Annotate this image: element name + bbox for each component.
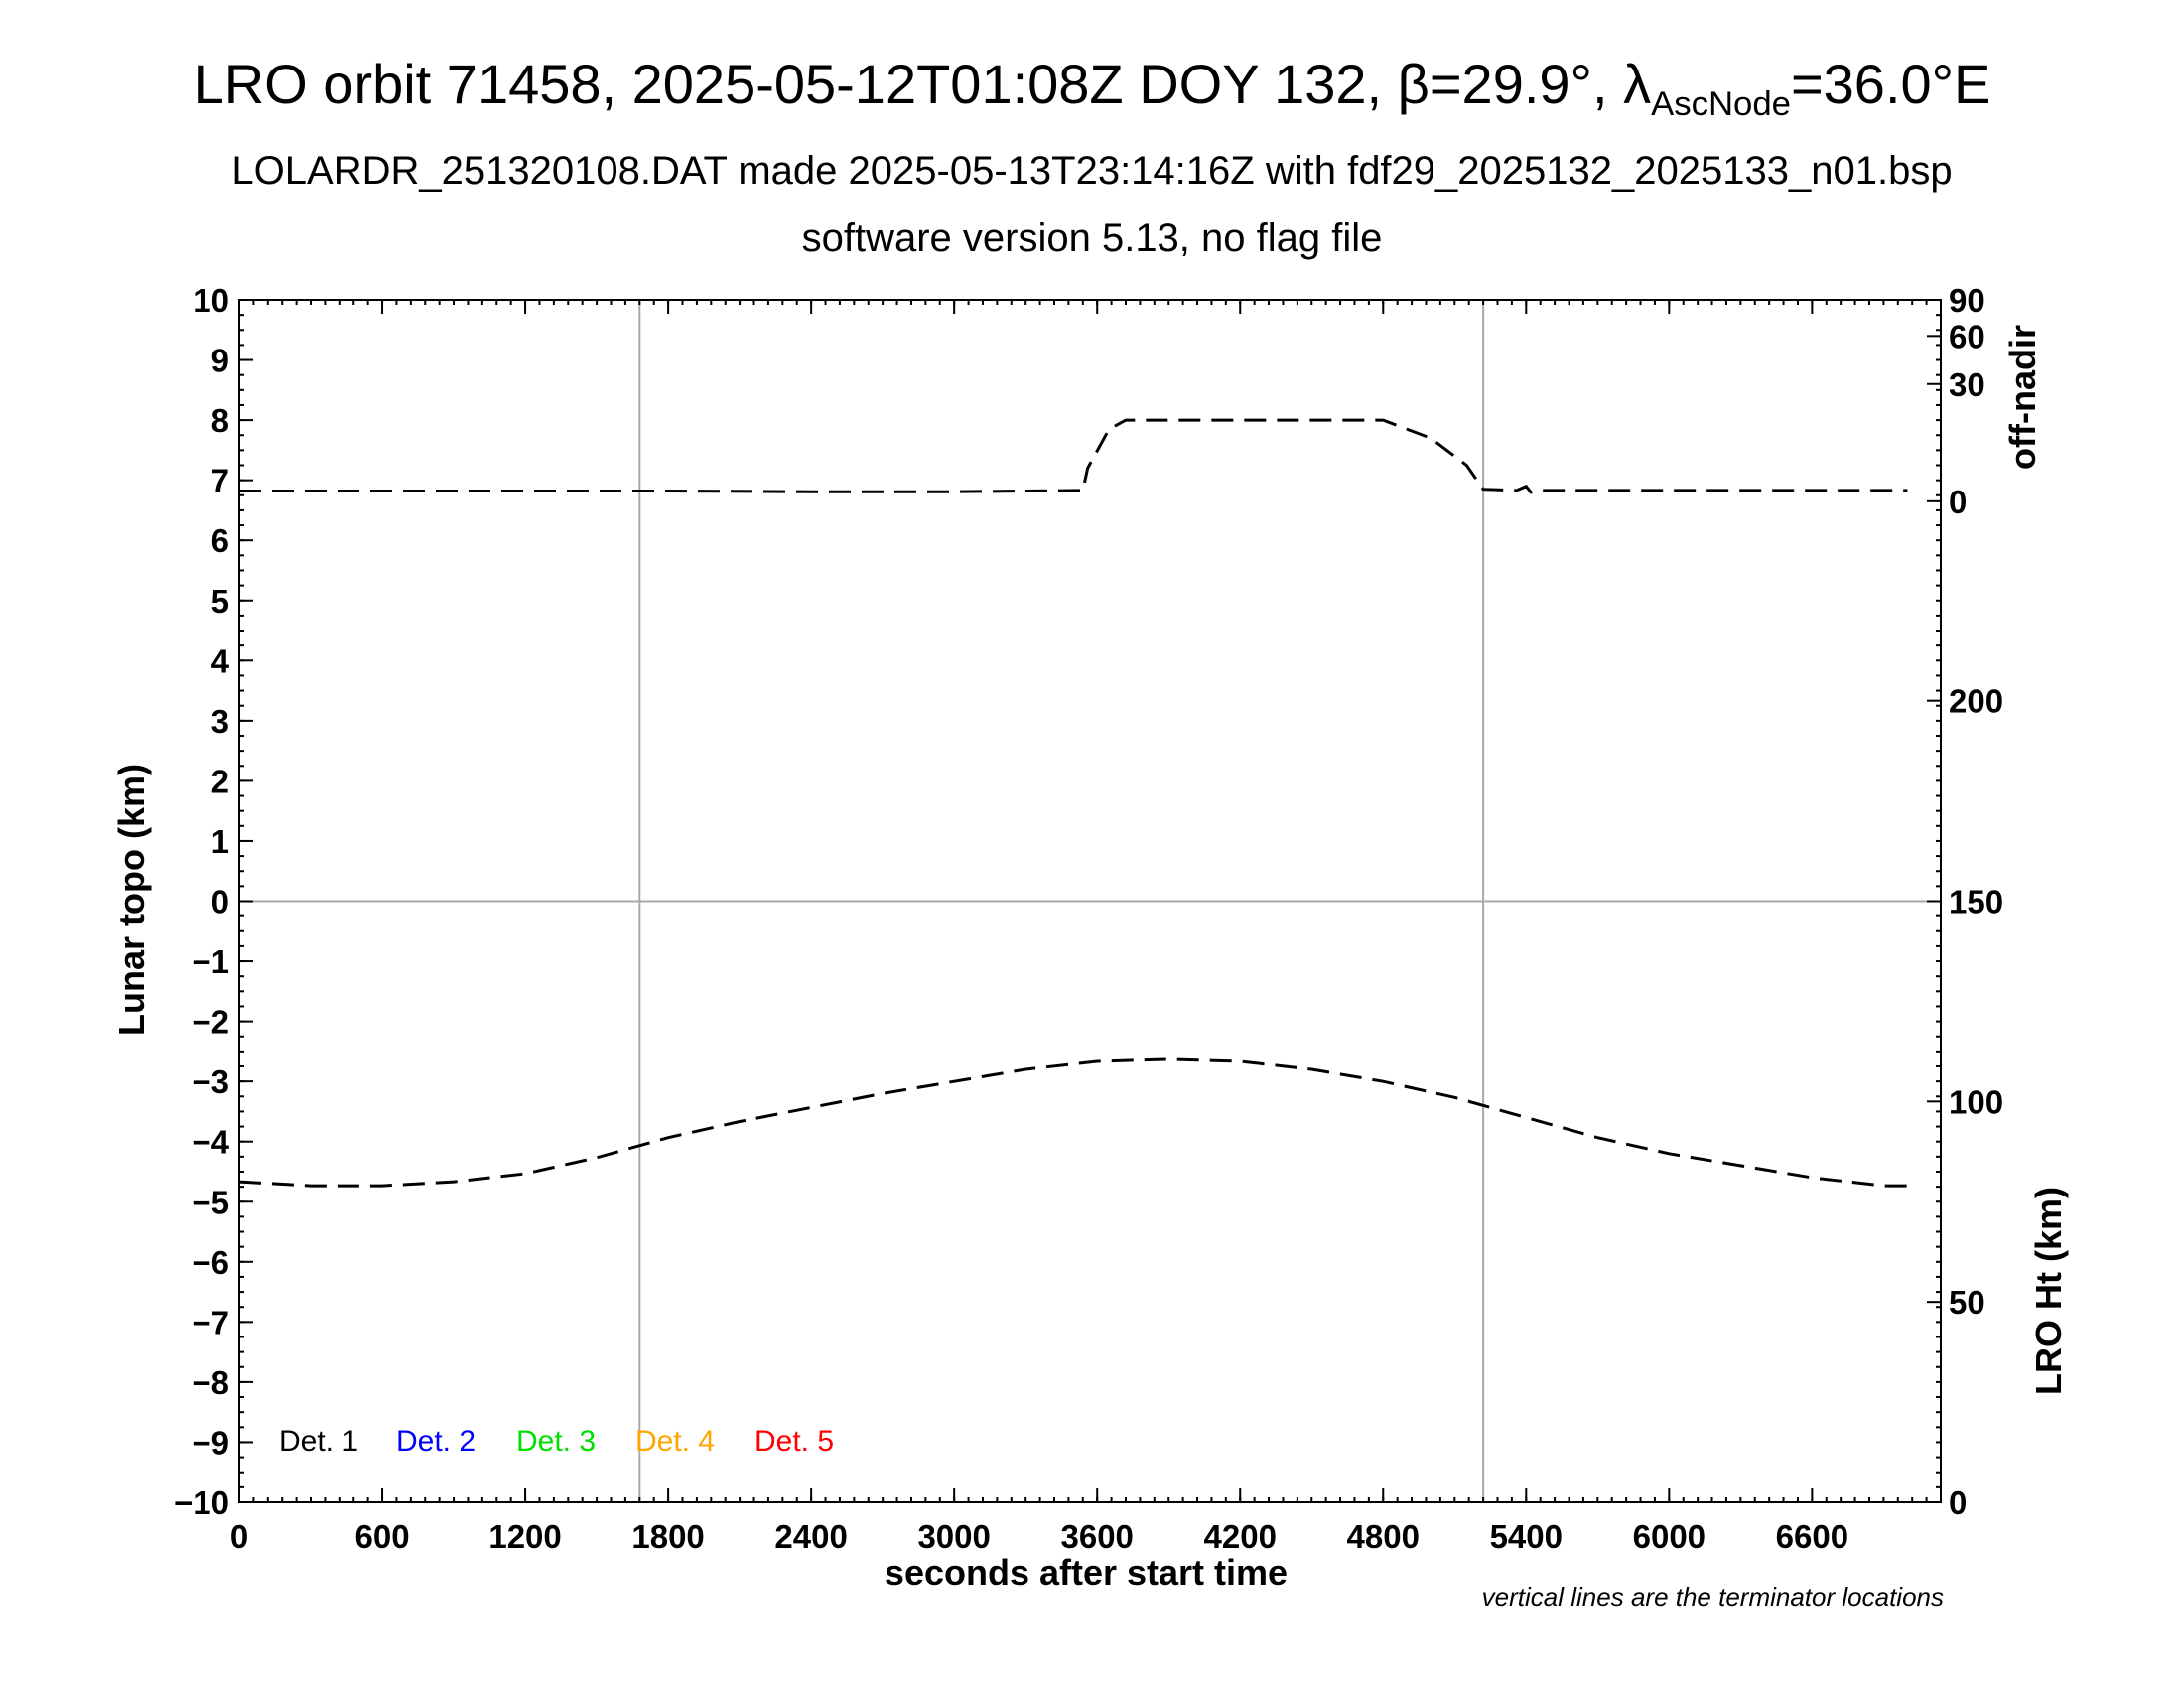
x-tick-label: 3600 xyxy=(1060,1518,1133,1555)
y-tick-label-left: −3 xyxy=(192,1063,229,1100)
chart-title: LRO orbit 71458, 2025-05-12T01:08Z DOY 1… xyxy=(193,53,1991,124)
chart-subtitle-software: software version 5.13, no flag file xyxy=(801,216,1383,260)
y-tick-label-left: 4 xyxy=(211,642,230,679)
y-tick-label-left: −10 xyxy=(174,1484,229,1521)
x-tick-label: 5400 xyxy=(1490,1518,1563,1555)
legend-item: Det. 3 xyxy=(516,1425,596,1458)
x-axis-title: seconds after start time xyxy=(885,1552,1288,1593)
y-tick-label-left: −6 xyxy=(192,1244,229,1281)
chart-subtitle: LOLARDR_251320108.DAT made 2025-05-13T23… xyxy=(231,149,1953,193)
y-tick-label-left: 6 xyxy=(211,522,229,559)
x-tick-label: 4800 xyxy=(1347,1518,1420,1555)
y-tick-label-left: −1 xyxy=(192,943,229,980)
x-tick-label: 6000 xyxy=(1633,1518,1706,1555)
y-tick-label-left: −4 xyxy=(192,1124,229,1161)
legend-item: Det. 5 xyxy=(754,1425,834,1458)
grid-layer xyxy=(239,300,1941,1502)
y-tick-label-left: −8 xyxy=(192,1364,229,1401)
lro-ht-tick-label: 50 xyxy=(1949,1284,1985,1321)
labels-layer: 0 600 1200 1800 2400 3000 3600 4200 4800 5400 6000… xyxy=(174,282,2003,1555)
y-tick-label-left: 10 xyxy=(193,282,229,319)
off-nadir-tick-label: 30 xyxy=(1949,366,1985,403)
x-tick-label: 2400 xyxy=(774,1518,847,1555)
y-tick-label-left: −7 xyxy=(192,1304,229,1340)
legend-item: Det. 2 xyxy=(396,1425,476,1458)
y-tick-label-left: 8 xyxy=(211,402,229,439)
legend-item: Det. 4 xyxy=(635,1425,715,1458)
series-lro-height xyxy=(238,1057,1908,1188)
y-axis-title-lro-ht: LRO Ht (km) xyxy=(2028,1187,2069,1395)
x-tick-label: 1200 xyxy=(488,1518,561,1555)
y-tick-label-left: 2 xyxy=(211,763,229,799)
legend-item: Det. 1 xyxy=(279,1425,358,1458)
y-tick-label-left: 0 xyxy=(211,884,229,920)
lro-ht-tick-label: 200 xyxy=(1949,683,2003,720)
y-tick-label-left: −2 xyxy=(192,1004,229,1041)
x-tick-label: 4200 xyxy=(1204,1518,1277,1555)
off-nadir-tick-label: 90 xyxy=(1949,282,1985,319)
x-tick-label: 1800 xyxy=(631,1518,704,1555)
x-tick-label: 0 xyxy=(230,1518,248,1555)
y-axis-title-off-nadir: off-nadir xyxy=(2002,325,2043,470)
y-axis-title-left: Lunar topo (km) xyxy=(111,764,152,1036)
x-tick-label: 3000 xyxy=(917,1518,990,1555)
plot-frame xyxy=(238,299,1942,1503)
y-tick-label-left: 7 xyxy=(211,463,229,499)
x-tick-label: 6600 xyxy=(1776,1518,1848,1555)
off-nadir-tick-label: 0 xyxy=(1949,484,1967,520)
x-tick-label: 600 xyxy=(355,1518,410,1555)
off-nadir-tick-label: 60 xyxy=(1949,318,1985,354)
lro-ht-tick-label: 100 xyxy=(1949,1083,2003,1120)
series-layer xyxy=(238,418,1908,1188)
lro-ht-tick-label: 0 xyxy=(1949,1484,1967,1521)
lro-ht-tick-label: 150 xyxy=(1949,884,2003,920)
y-tick-label-left: 3 xyxy=(211,703,229,740)
y-tick-label-left: −5 xyxy=(192,1184,229,1220)
legend: Det. 1 Det. 2 Det. 3 Det. 4 Det. 5 xyxy=(279,1425,834,1458)
series-off-nadir xyxy=(239,418,1908,494)
y-tick-label-left: −9 xyxy=(192,1424,229,1461)
y-tick-label-left: 5 xyxy=(211,583,229,620)
y-tick-label-left: 9 xyxy=(211,343,229,379)
terminator-note: vertical lines are the terminator locati… xyxy=(1482,1582,1944,1612)
y-tick-label-left: 1 xyxy=(211,823,229,860)
